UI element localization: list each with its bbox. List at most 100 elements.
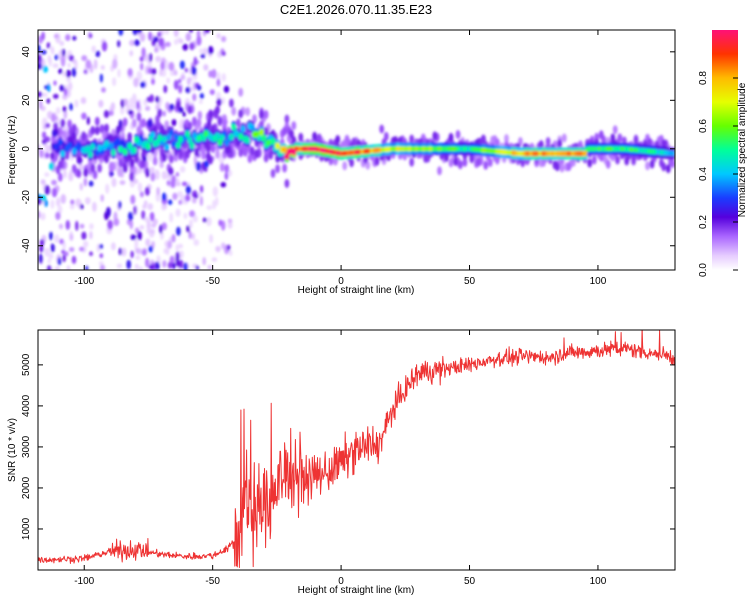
spectrogram-cell — [171, 233, 176, 243]
spectrogram-cell — [151, 223, 157, 228]
spectrogram-cell — [224, 172, 229, 180]
spectrogram-cell — [670, 150, 675, 157]
spectrogram-cell — [60, 193, 67, 204]
spectrogram-cell — [221, 36, 227, 43]
spectrogram-cell — [613, 146, 618, 152]
spectrogram-cell — [170, 179, 176, 188]
spectrogram-cell — [117, 145, 124, 153]
spectrogram-cell — [83, 69, 88, 74]
spectrogram-cell — [104, 154, 109, 164]
spectrogram-cell — [179, 165, 186, 173]
spectrogram-cell — [195, 265, 199, 270]
spectrogram-cell — [268, 150, 274, 160]
spectrogram-cell — [298, 132, 304, 142]
spectrogram-x-tick-label: -50 — [205, 276, 220, 287]
spectrogram-cell — [216, 78, 221, 87]
spectrogram-cell — [44, 199, 49, 207]
spectrogram-cell — [624, 146, 629, 152]
spectrogram-cell — [180, 74, 186, 81]
spectrogram-cell — [135, 255, 141, 260]
spectrogram-cell — [145, 142, 151, 150]
spectrogram-cell — [152, 36, 159, 43]
spectrogram-cell — [67, 62, 71, 68]
spectrogram-cell — [75, 220, 79, 232]
spectrogram-cell — [71, 67, 77, 78]
spectrogram-cell — [60, 56, 66, 67]
spectrogram-cell — [151, 68, 157, 75]
spectrogram-cell — [159, 224, 163, 235]
spectrogram-cell — [196, 85, 202, 91]
spectrogram-cell — [166, 77, 170, 84]
spectrogram-cell — [69, 203, 75, 210]
spectrogram-cell — [286, 148, 292, 156]
snr-x-label: Height of straight line (km) — [298, 585, 415, 596]
spectrogram-cell — [154, 169, 160, 180]
spectrogram-cell — [157, 108, 163, 118]
spectrogram-cell — [312, 146, 317, 152]
spectrogram-cell — [291, 148, 297, 156]
spectrogram-cell — [130, 194, 136, 205]
spectrogram-x-tick-label: 0 — [338, 276, 344, 287]
spectrogram-cell — [111, 77, 117, 87]
spectrogram-cell — [141, 210, 146, 220]
spectrogram-cell — [146, 219, 152, 230]
snr-series-line — [38, 330, 675, 568]
spectrogram-cell — [98, 261, 104, 266]
spectrogram-cell — [62, 254, 66, 263]
spectrogram-cell — [105, 206, 111, 218]
spectrogram-cell — [451, 146, 456, 152]
spectrogram-cell — [38, 62, 43, 70]
spectrogram-cell — [481, 134, 486, 144]
spectrogram-cell — [78, 163, 84, 171]
spectrogram-cell — [499, 149, 505, 155]
spectrogram-cell — [172, 262, 176, 270]
spectrogram-cell — [342, 150, 347, 157]
spectrogram-cell — [158, 37, 165, 47]
spectrogram-cell — [90, 163, 96, 173]
spectrogram-cell — [119, 180, 126, 185]
spectrogram-cell — [118, 119, 123, 129]
spectrogram-cell — [179, 39, 184, 44]
spectrogram-cell — [615, 155, 620, 165]
spectrogram-cell — [52, 63, 59, 69]
spectrogram-cell — [71, 147, 77, 155]
spectrogram-cell — [227, 221, 233, 229]
spectrogram-cell — [165, 245, 170, 256]
spectrogram-cell — [95, 50, 101, 58]
spectrogram-cell — [238, 109, 244, 119]
spectrogram-cell — [133, 178, 139, 184]
spectrogram-cell — [566, 150, 572, 157]
spectrogram-cell — [115, 125, 121, 135]
colorbar-ticks: 0.0 0.2 0.4 0.6 0.8 — [698, 71, 738, 277]
spectrogram-cell — [120, 105, 125, 115]
spectrogram-cell — [633, 147, 639, 153]
spectrogram-cell — [247, 122, 253, 130]
spectrogram-cell — [444, 152, 449, 162]
spectrogram-cell — [109, 171, 114, 177]
spectrogram-cell — [645, 161, 650, 171]
spectrogram-cell — [217, 117, 223, 126]
spectrogram-cell — [99, 73, 104, 83]
spectrogram-cell — [62, 71, 66, 77]
spectrogram-cell — [112, 58, 118, 69]
spectrogram-cell — [242, 135, 248, 143]
spectrogram-cell — [186, 225, 190, 233]
spectrogram-cell — [178, 119, 184, 130]
spectrogram-cell — [199, 92, 205, 100]
spectrogram-cell — [189, 42, 195, 51]
spectrogram-cell — [183, 212, 188, 220]
spectrogram-cell — [60, 118, 66, 128]
spectrogram-cell — [457, 160, 463, 170]
spectrogram-cell — [38, 54, 42, 62]
spectrogram-cell — [68, 171, 74, 182]
spectrogram-cell — [140, 81, 146, 89]
spectrogram-cell — [134, 238, 139, 249]
spectrogram-cell — [145, 257, 150, 268]
spectrogram-cell — [99, 244, 104, 249]
spectrogram-cell — [44, 172, 50, 177]
spectrogram-cell — [139, 191, 144, 198]
spectrogram-cell — [111, 177, 117, 188]
spectrogram-cell — [211, 257, 218, 262]
spectrogram-cell — [455, 130, 461, 139]
